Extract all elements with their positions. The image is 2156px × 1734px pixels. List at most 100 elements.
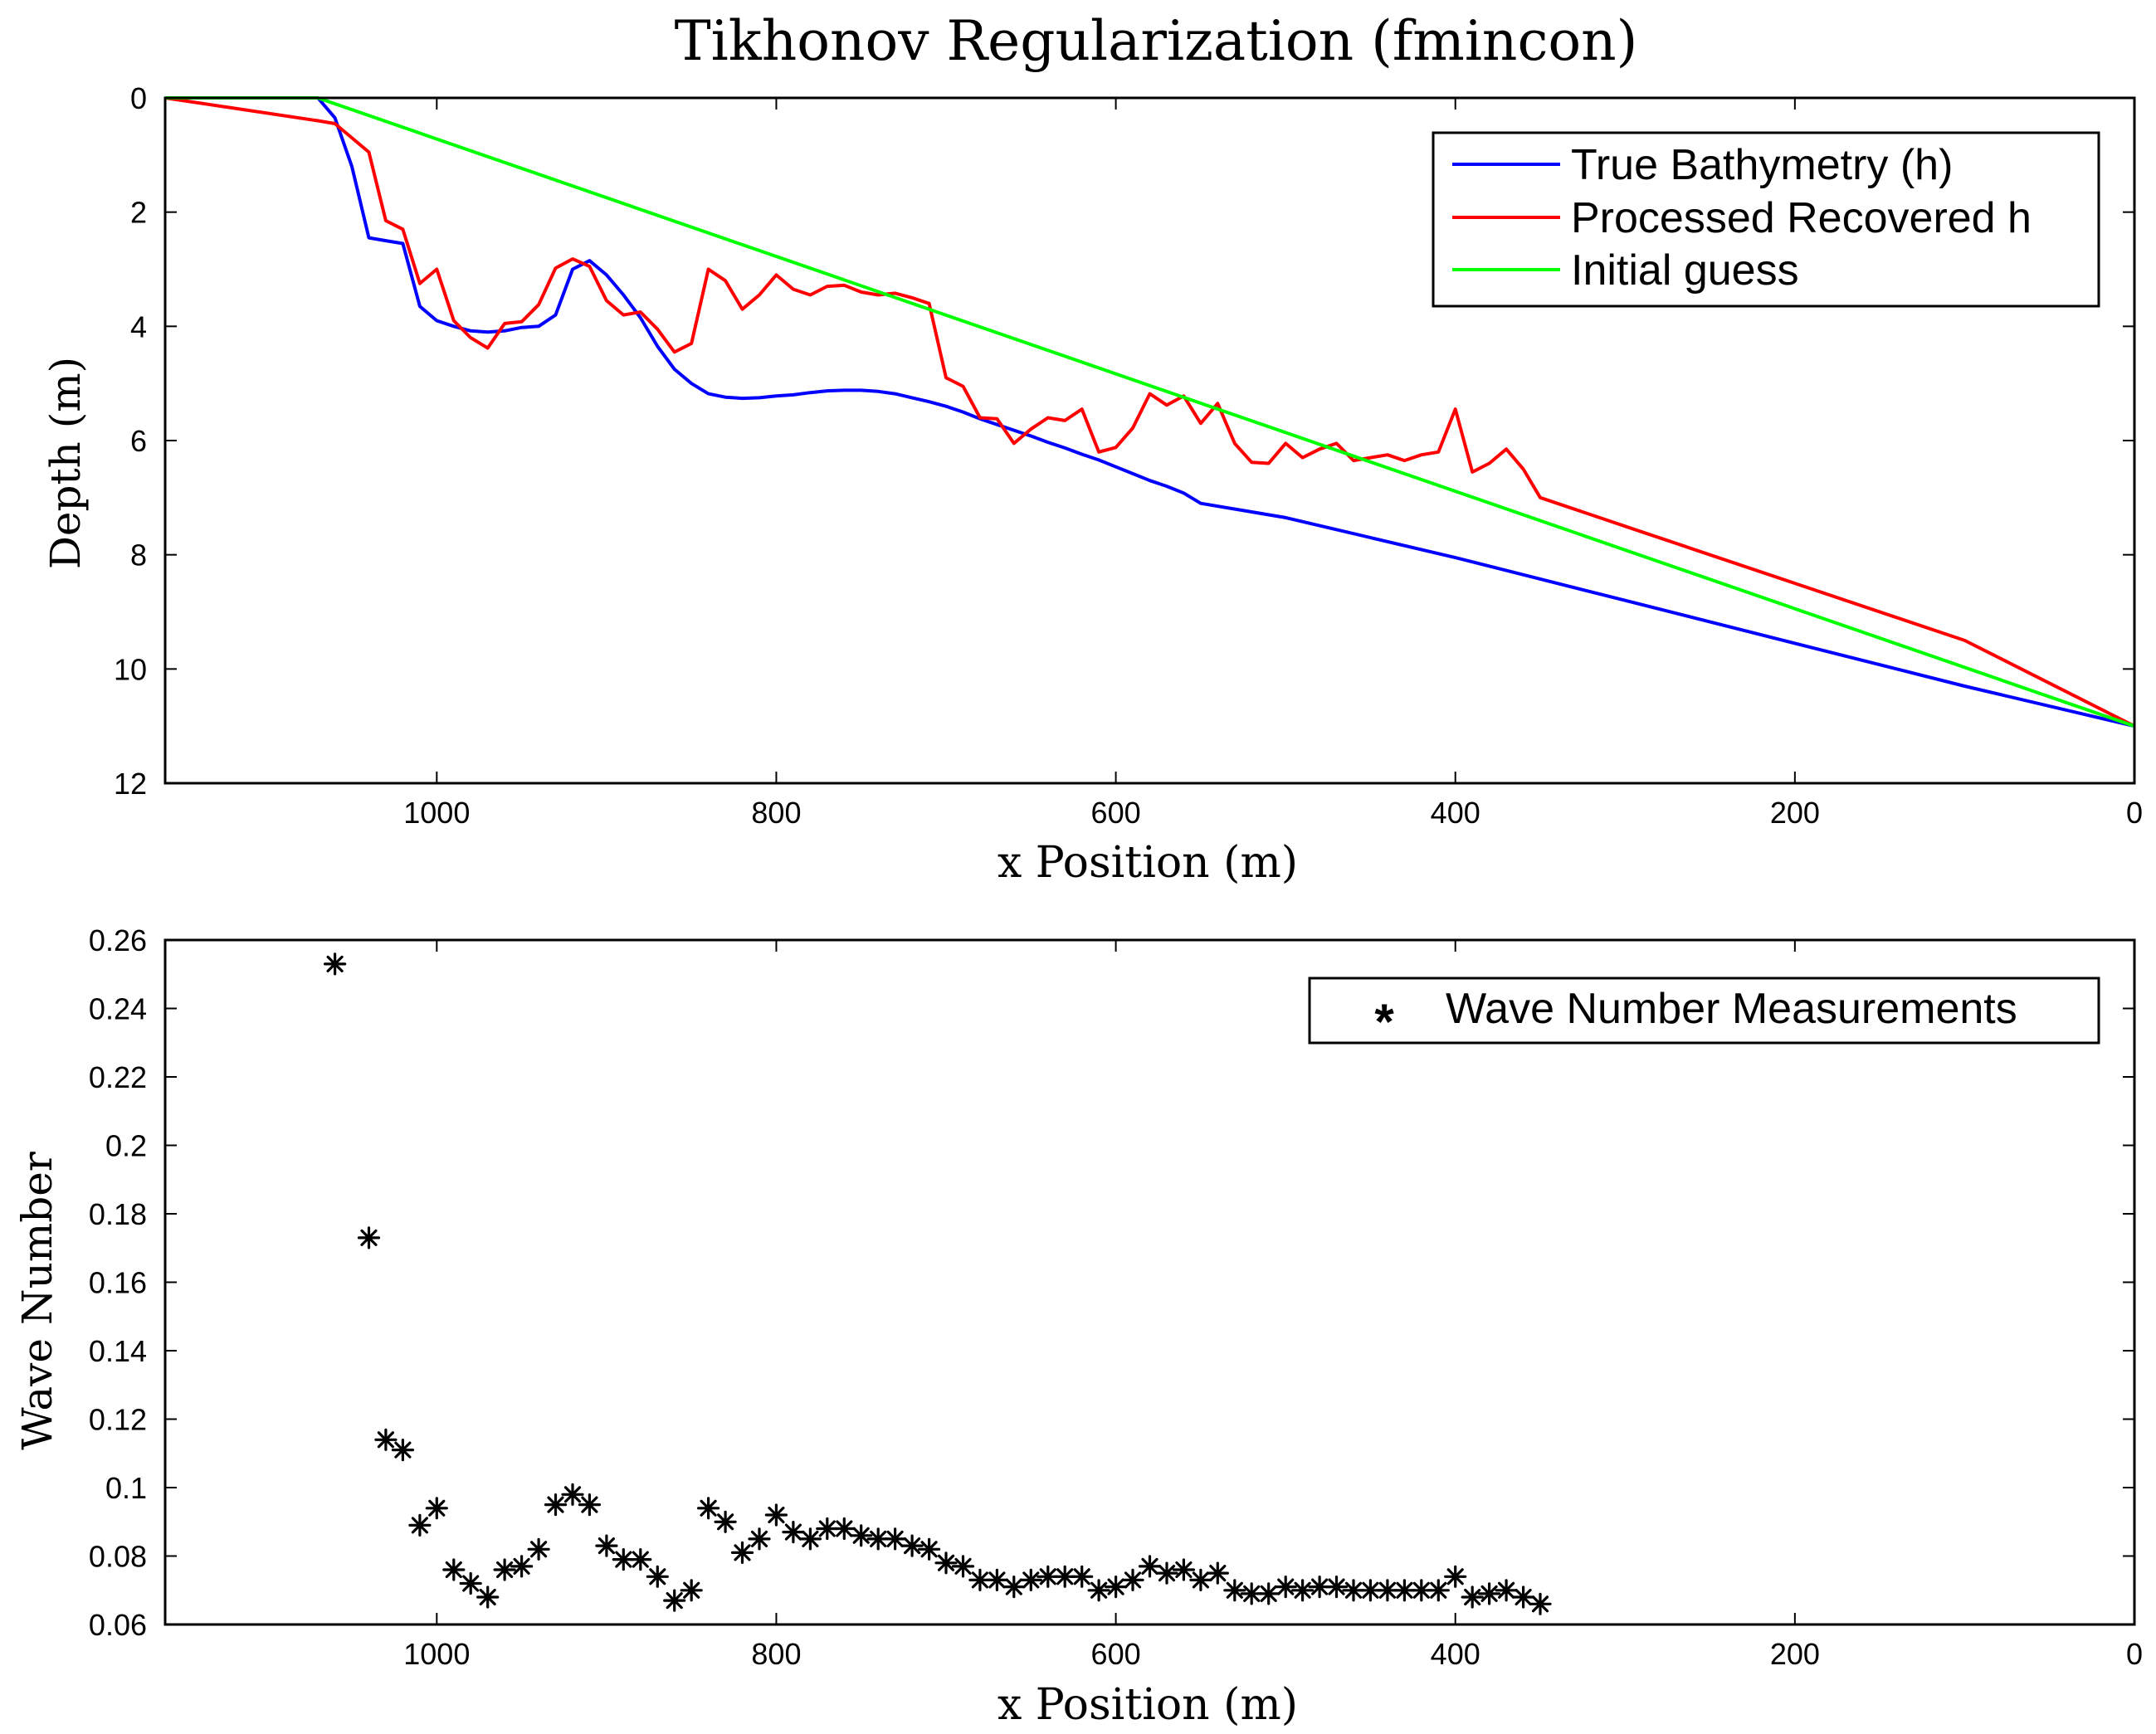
x-tick-label: 600: [1091, 796, 1141, 830]
x-tick-label: 1000: [403, 1637, 470, 1671]
data-point: [1427, 1579, 1450, 1602]
asterisk-stroke: [1107, 1578, 1124, 1595]
data-point: [561, 1483, 584, 1506]
y-tick-label: 0.22: [89, 1060, 147, 1094]
data-point: [324, 952, 347, 976]
data-point: [1019, 1568, 1042, 1592]
data-point: [391, 1438, 414, 1462]
asterisk-stroke: [1209, 1565, 1227, 1582]
asterisk-stroke: [1022, 1571, 1040, 1589]
data-point: [832, 1517, 856, 1541]
data-point: [1189, 1568, 1212, 1592]
asterisk-stroke: [632, 1551, 649, 1568]
y-tick-label: 0.14: [89, 1334, 147, 1368]
data-point: [782, 1520, 805, 1544]
asterisk-stroke: [700, 1499, 717, 1517]
x-tick-label: 200: [1770, 796, 1820, 830]
asterisk-stroke: [937, 1554, 955, 1571]
asterisk-stroke: [1446, 1568, 1464, 1585]
data-point: [1444, 1565, 1467, 1588]
data-point: [798, 1527, 822, 1551]
data-point: [1104, 1575, 1128, 1599]
asterisk-stroke: [904, 1537, 921, 1555]
data-point: [1206, 1561, 1229, 1585]
data-point: [1223, 1579, 1246, 1602]
x-tick-label: 400: [1431, 796, 1480, 830]
data-point: [951, 1555, 975, 1578]
series-line-0: [165, 96, 2135, 728]
y-tick-label: 0.2: [105, 1129, 147, 1163]
data-point: [476, 1585, 500, 1609]
data-point: [1393, 1579, 1417, 1602]
y-axis-label: Depth (m): [41, 357, 90, 569]
y-tick-label: 12: [114, 767, 147, 801]
asterisk-stroke: [1480, 1585, 1498, 1602]
asterisk-stroke: [547, 1496, 564, 1513]
asterisk-stroke: [462, 1575, 480, 1592]
legend-label-processed-recovered: Processed Recovered h: [1571, 194, 2032, 242]
data-point: [1257, 1582, 1280, 1605]
data-point: [900, 1534, 924, 1557]
data-point: [1308, 1575, 1331, 1599]
asterisk-stroke: [563, 1486, 582, 1503]
asterisk-stroke: [734, 1544, 751, 1561]
wave-number-chart: Wave Number x Position (m) 1000 800 600 400…: [13, 923, 2143, 1730]
y-tick-label: 0: [130, 81, 147, 115]
asterisk-stroke: [954, 1557, 972, 1575]
y-tick-label: 0.12: [89, 1403, 147, 1437]
asterisk-stroke: [1531, 1595, 1549, 1613]
asterisk-stroke: [1141, 1557, 1158, 1575]
data-point: [1511, 1585, 1535, 1609]
asterisk-stroke: [1464, 1588, 1481, 1606]
data-point: [680, 1579, 703, 1602]
data-point: [646, 1565, 669, 1588]
asterisk-stroke: [1226, 1581, 1243, 1599]
data-point: [357, 1226, 381, 1249]
data-point: [425, 1497, 448, 1520]
data-point: [629, 1547, 652, 1571]
data-point: [934, 1551, 958, 1575]
asterisk-stroke: [886, 1530, 904, 1547]
asterisk-stroke: [666, 1592, 683, 1610]
asterisk-stroke: [615, 1551, 632, 1568]
data-point: [374, 1428, 398, 1451]
y-tick-label: 0.16: [89, 1266, 147, 1300]
x-tick-label: 200: [1770, 1637, 1820, 1671]
asterisk-stroke: [1073, 1568, 1090, 1585]
x-tick-label: 400: [1431, 1637, 1480, 1671]
legend: True Bathymetry (h) Processed Recovered …: [1432, 131, 2100, 308]
data-point: [578, 1493, 602, 1517]
data-point: [1240, 1582, 1263, 1605]
plot-area-frame: [163, 938, 2136, 1626]
asterisk-stroke: [802, 1530, 819, 1547]
asterisk-stroke: [852, 1527, 870, 1544]
x-axis-label: x Position (m): [998, 838, 1298, 888]
y-axis-label: Wave Number: [13, 1152, 61, 1450]
asterisk-stroke: [360, 1229, 378, 1246]
asterisk-stroke: [717, 1513, 734, 1531]
data-point: [714, 1510, 737, 1533]
legend-label-initial-guess: Initial guess: [1571, 246, 1799, 295]
data-point: [1138, 1555, 1162, 1578]
data-point: [1087, 1579, 1110, 1602]
data-point: [917, 1537, 941, 1561]
asterisk-stroke: [1124, 1571, 1142, 1589]
asterisk-stroke: [1344, 1581, 1363, 1599]
y-tick-label: 0.1: [105, 1471, 147, 1505]
asterisk-stroke: [768, 1506, 785, 1524]
data-point: [883, 1527, 907, 1551]
asterisk-stroke: [1378, 1581, 1396, 1599]
asterisk-stroke: [1175, 1561, 1193, 1579]
asterisk-stroke: [971, 1571, 988, 1589]
data-point: [493, 1558, 516, 1581]
legend-box: [1308, 977, 2100, 1045]
asterisk-stroke: [428, 1499, 446, 1517]
data-point: [1155, 1561, 1178, 1585]
y-tick-label: 6: [130, 424, 147, 458]
data-point: [1461, 1585, 1484, 1609]
asterisk-stroke: [1039, 1568, 1056, 1585]
series-layer: [324, 952, 1552, 1615]
data-point: [1342, 1579, 1365, 1602]
asterisk-stroke: [377, 1431, 394, 1449]
